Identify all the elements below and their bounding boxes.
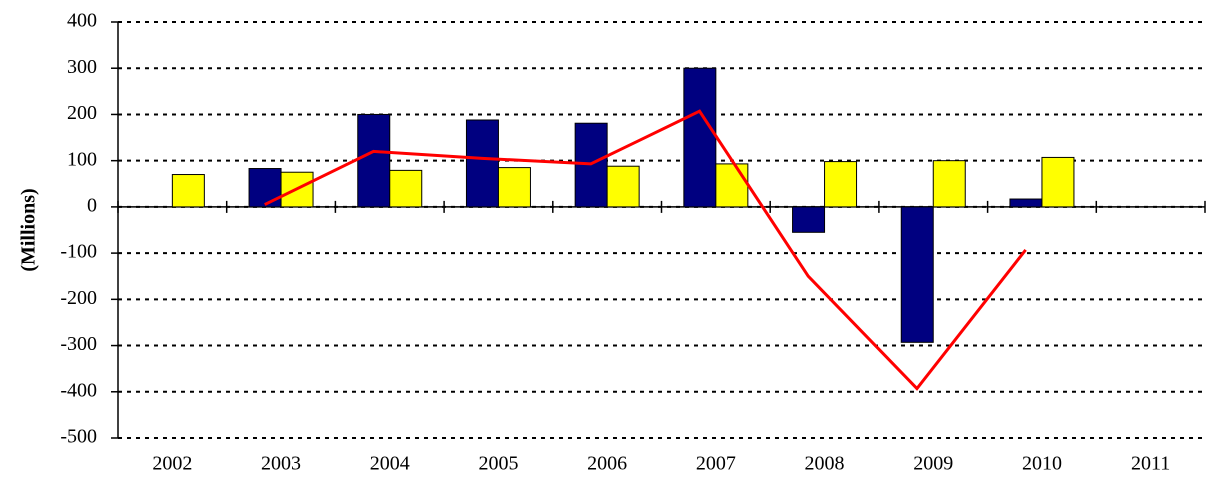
y-tick-label: -200 xyxy=(60,287,97,309)
y-tick-label: -500 xyxy=(60,426,97,448)
bar xyxy=(389,169,423,208)
y-tick-label: -300 xyxy=(60,333,97,355)
x-tick-label: 2010 xyxy=(1022,453,1062,475)
x-tick-label: 2008 xyxy=(805,453,845,475)
y-tick-label: 0 xyxy=(87,194,97,216)
x-tick-label: 2006 xyxy=(587,453,627,475)
x-tick-label: 2005 xyxy=(478,453,518,475)
y-tick-label: -100 xyxy=(60,241,97,263)
y-tick-label: 200 xyxy=(67,102,97,124)
y-axis-label: (Millions) xyxy=(18,188,40,271)
bar xyxy=(792,206,826,233)
bar xyxy=(248,168,282,208)
y-tick-label: -400 xyxy=(60,379,97,401)
y-tick-label: 400 xyxy=(67,10,97,32)
x-tick-label: 2011 xyxy=(1131,453,1170,475)
bar xyxy=(497,167,531,208)
y-tick-label: 300 xyxy=(67,56,97,78)
bar xyxy=(900,206,934,343)
bar xyxy=(465,119,499,208)
bar xyxy=(824,161,858,208)
bar xyxy=(1009,198,1043,208)
x-tick-label: 2004 xyxy=(370,453,410,475)
bar xyxy=(606,165,640,208)
bar xyxy=(715,163,749,208)
x-tick-label: 2003 xyxy=(261,453,301,475)
bar xyxy=(932,160,966,208)
bar xyxy=(1041,156,1075,208)
line xyxy=(264,109,1027,391)
bar xyxy=(357,113,391,208)
x-tick-label: 2007 xyxy=(696,453,736,475)
y-tick-label: 100 xyxy=(67,148,97,170)
bar xyxy=(683,67,717,208)
x-tick-label: 2002 xyxy=(152,453,192,475)
bar xyxy=(171,174,205,208)
x-tick-label: 2009 xyxy=(913,453,953,475)
